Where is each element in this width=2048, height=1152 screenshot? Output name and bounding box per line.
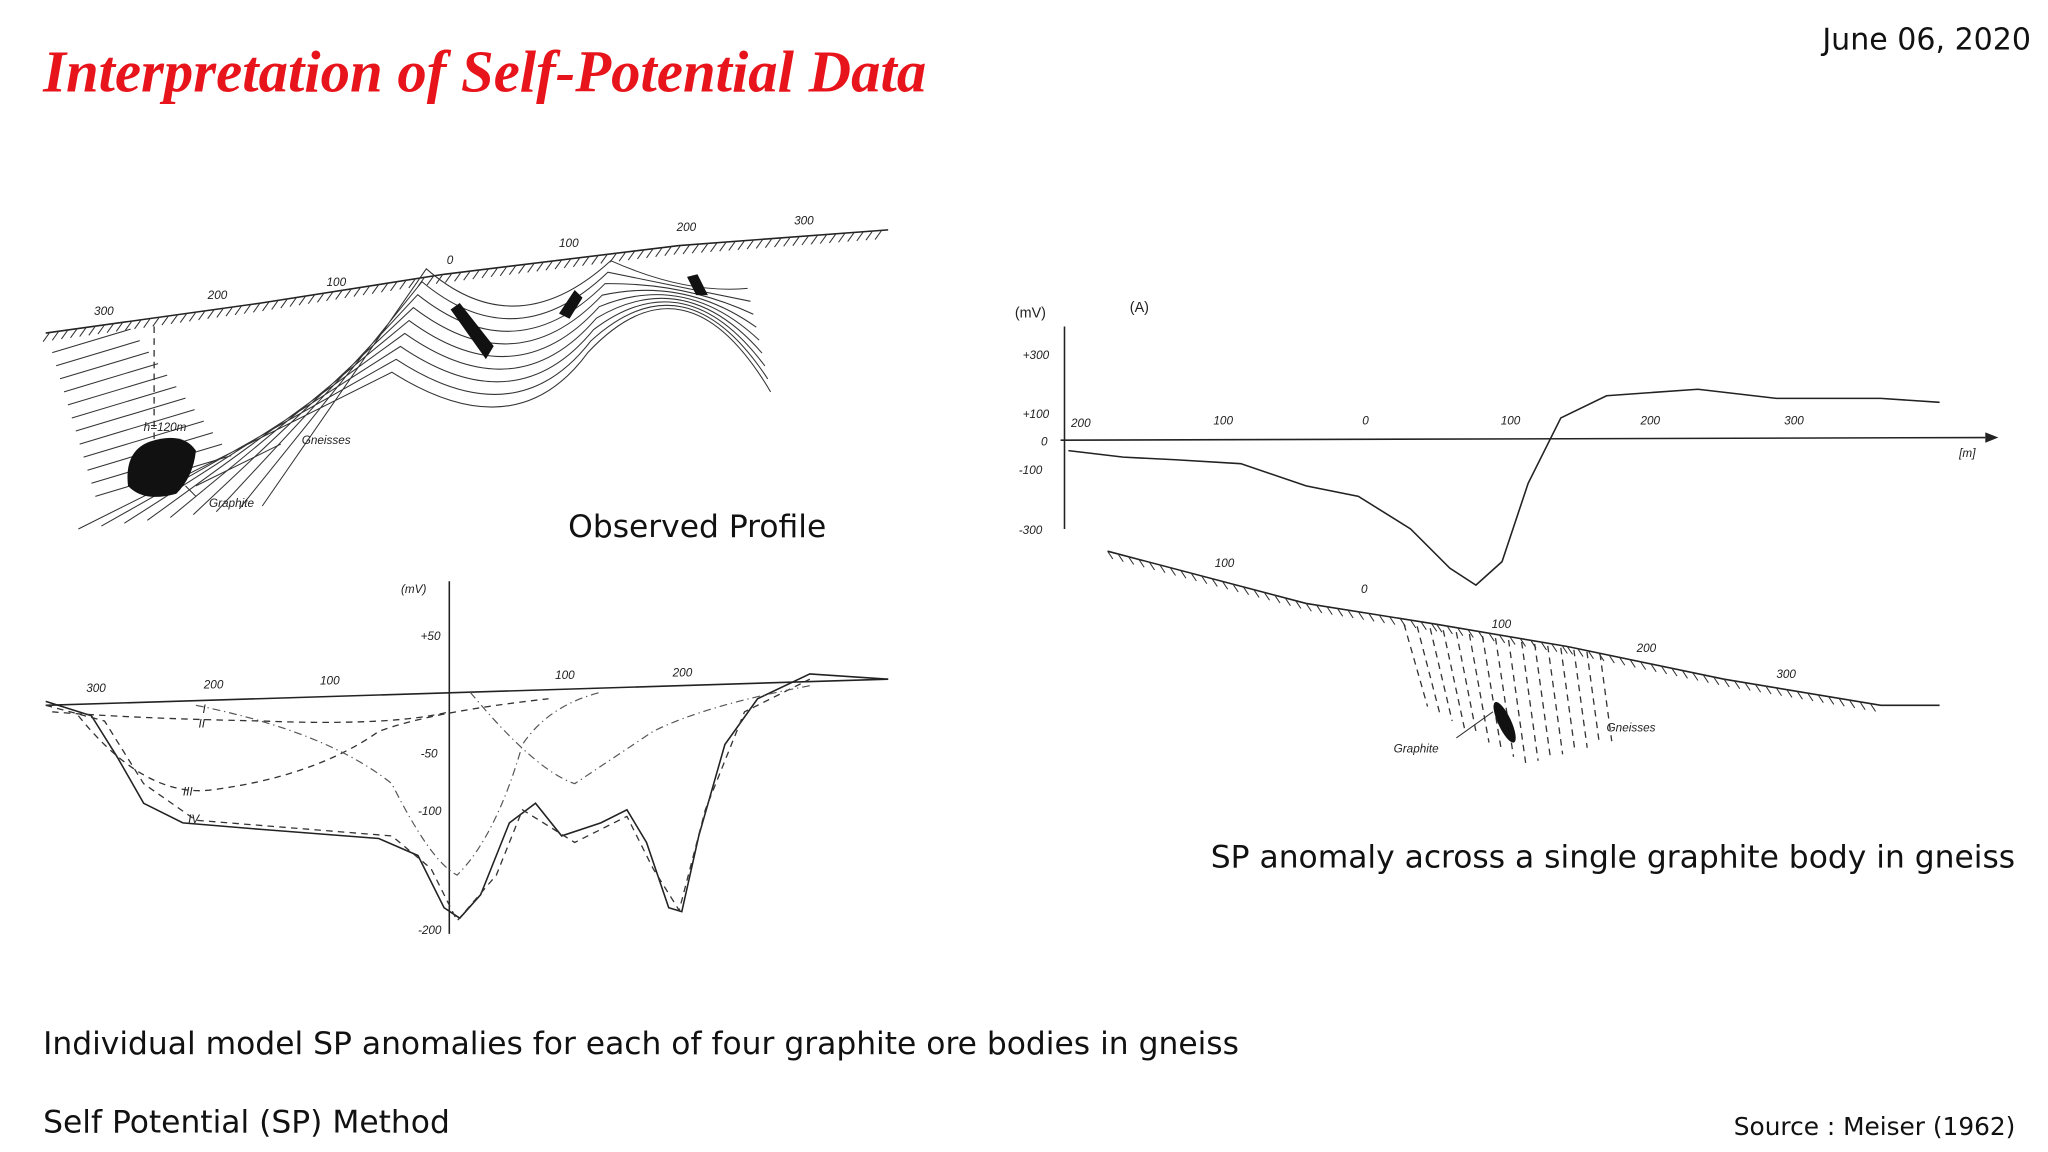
curve-label: III — [183, 785, 194, 798]
value-label: +300 — [1023, 349, 1050, 362]
source: Source : Meiser (1962) — [1734, 1112, 2016, 1141]
pointer — [195, 443, 282, 487]
gneiss-texture — [1403, 624, 1613, 765]
distance-label: 300 — [1784, 414, 1804, 427]
distance-label: 300 — [94, 305, 114, 318]
distance-label: 200 — [672, 667, 693, 680]
rock-label: Graphite — [209, 497, 255, 510]
curve-label: II — [199, 718, 206, 731]
model-curve-iv — [469, 685, 810, 785]
cross-section-figure: 300 200 100 0 100 200 300 h=120m Gneisse… — [42, 215, 889, 530]
value-label: -300 — [1019, 524, 1043, 537]
distance-label: 100 — [1213, 414, 1233, 427]
rock-label: Graphite — [1394, 742, 1440, 755]
value-label: +50 — [421, 630, 441, 643]
graphite-body — [450, 303, 494, 360]
distance-label: 300 — [1776, 668, 1796, 681]
distance-label: 0 — [1361, 583, 1368, 596]
graphite-body — [687, 274, 708, 296]
rock-label: Gneisses — [1607, 721, 1656, 734]
axis-arrow — [1985, 432, 1999, 443]
distance-label: 200 — [676, 221, 697, 234]
distance-label: 0 — [1362, 414, 1369, 427]
panel-label: (A) — [1130, 300, 1149, 316]
ground-surface — [1107, 550, 1940, 707]
distance-label: 0 — [447, 254, 454, 267]
unit-label: (mV) — [401, 583, 427, 596]
single-anomaly-figure: (mV) (A) +300 +100 0 -100 -300 200 100 0… — [1015, 300, 1999, 765]
zero-line — [1060, 436, 1986, 441]
distance-label: 100 — [555, 669, 575, 682]
distance-label: 200 — [1070, 417, 1091, 430]
sp-curve — [1068, 388, 1940, 587]
distance-label: 300 — [794, 215, 814, 228]
value-label: -100 — [418, 805, 442, 818]
distance-label: 100 — [1492, 618, 1512, 631]
curve-label: I — [202, 703, 206, 716]
depth-label: h=120m — [144, 421, 187, 434]
figure-caption: Individual model SP anomalies for each o… — [43, 1026, 1239, 1062]
sum-curve — [45, 678, 811, 922]
distance-label: 100 — [1215, 557, 1235, 570]
pointer — [1456, 711, 1494, 739]
distance-label: 100 — [327, 276, 347, 289]
slide-subtitle: Self Potential (SP) Method — [43, 1104, 450, 1140]
distance-label: 200 — [207, 289, 228, 302]
rock-label: Gneisses — [302, 434, 351, 447]
graphite-body — [1493, 701, 1516, 743]
distance-label: 200 — [1639, 414, 1660, 427]
unit-label: (mV) — [1015, 305, 1046, 321]
model-curve-iii — [195, 691, 601, 876]
distance-label: 200 — [1636, 642, 1657, 655]
model-curve-i — [52, 711, 450, 724]
value-label: 0 — [1041, 435, 1048, 448]
graphite-body — [559, 289, 583, 319]
distance-label: 300 — [86, 682, 106, 695]
model-curve-ii — [77, 698, 549, 792]
date: June 06, 2020 — [1820, 23, 2031, 58]
distance-label: 100 — [1501, 414, 1521, 427]
pointer — [185, 485, 197, 497]
zero-line — [45, 678, 889, 707]
value-label: -100 — [1019, 464, 1043, 477]
unit-label: [m] — [1958, 447, 1976, 460]
model-anomaly-figure: (mV) +50 -50 -100 -200 300 200 100 100 2… — [45, 581, 889, 937]
slide-title: Interpretation of Self-Potential Data — [42, 39, 926, 104]
figure-caption: SP anomaly across a single graphite body… — [1211, 839, 2015, 875]
distance-label: 200 — [203, 678, 224, 691]
distance-label: 100 — [559, 237, 579, 250]
graphite-body — [127, 437, 196, 497]
value-label: -50 — [421, 748, 438, 761]
distance-label: 100 — [320, 674, 340, 687]
figure-caption: Observed Profile — [568, 509, 826, 545]
curve-label: IV — [188, 813, 200, 826]
value-label: +100 — [1023, 408, 1050, 421]
ground-hatching — [1107, 550, 1877, 712]
value-label: -200 — [418, 924, 442, 937]
ground-surface — [45, 229, 889, 334]
ground-hatching — [42, 230, 883, 342]
